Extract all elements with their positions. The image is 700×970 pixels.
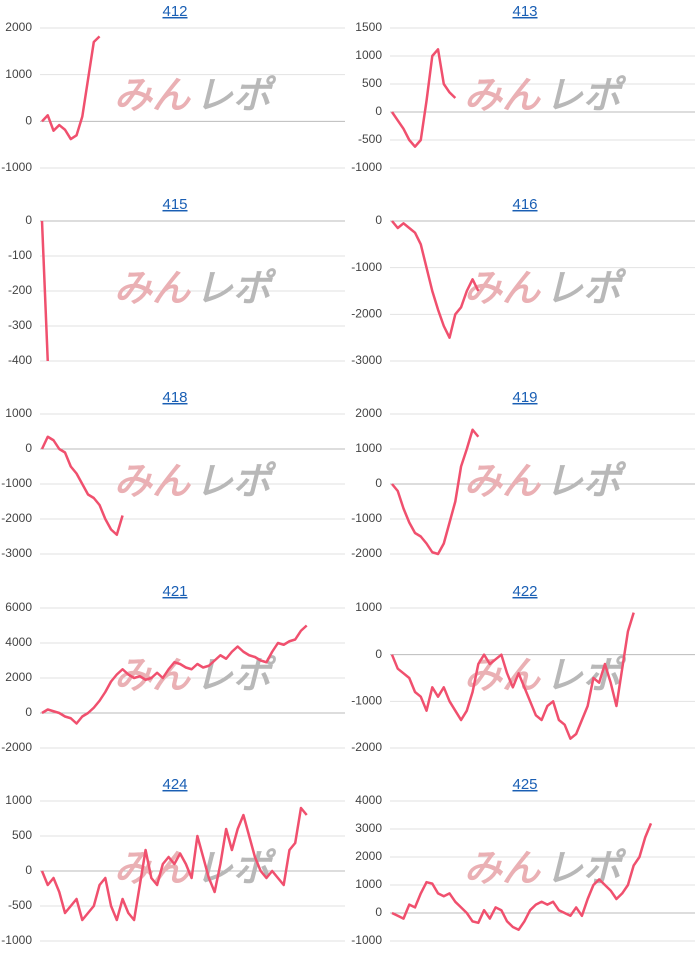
chart-title[interactable]: 424 [162, 776, 187, 793]
y-tick-label: -1000 [351, 260, 382, 274]
y-tick-label: 500 [362, 76, 382, 90]
chart: 415 -400 -300 -200 -100 0 みん レポ [8, 196, 345, 367]
y-tick-label: 1000 [5, 67, 32, 81]
y-tick-label: 2000 [355, 849, 382, 863]
data-line [391, 822, 653, 932]
y-tick-label: -1000 [351, 933, 382, 947]
y-tick-label: -500 [8, 898, 32, 912]
y-tick-label: 6000 [5, 600, 32, 614]
watermark: レポ [195, 461, 277, 503]
y-tick-label: 1000 [355, 48, 382, 62]
data-line [391, 428, 480, 556]
y-tick-label: 4000 [5, 635, 32, 649]
y-tick-label: 0 [25, 863, 32, 877]
y-tick-label: -1000 [351, 694, 382, 708]
data-line [390, 612, 635, 740]
y-tick-label: -2000 [351, 307, 382, 321]
y-tick-label: 1000 [5, 406, 32, 420]
y-tick-label: 3000 [355, 821, 382, 835]
y-tick-label: -1000 [1, 160, 32, 174]
chart-title[interactable]: 418 [162, 389, 187, 406]
y-tick-label: -1000 [1, 933, 32, 947]
y-tick-label: 0 [375, 647, 382, 661]
watermark: レポ [545, 461, 627, 503]
y-tick-label: 1500 [355, 20, 382, 34]
y-tick-label: 1000 [355, 441, 382, 455]
watermark: みん [464, 461, 541, 503]
y-tick-label: 0 [375, 476, 382, 490]
data-line [41, 35, 101, 141]
watermark: みん [114, 75, 191, 117]
chart-title[interactable]: 413 [512, 3, 537, 20]
y-tick-label: 0 [25, 705, 32, 719]
y-tick-label: 4000 [355, 793, 382, 807]
watermark: みん [114, 461, 191, 503]
watermark: レポ [195, 848, 277, 890]
y-tick-label: 1000 [355, 877, 382, 891]
chart-title[interactable]: 422 [512, 583, 537, 600]
chart: 425 -1000 0 1000 2000 3000 4000 みん レポ [351, 776, 695, 947]
chart-title[interactable]: 419 [512, 389, 537, 406]
watermark: みん [464, 75, 541, 117]
watermark: レポ [545, 268, 627, 310]
chart: 412 -1000 0 1000 2000 みん レポ [1, 3, 345, 174]
y-tick-label: -2000 [351, 740, 382, 754]
y-tick-label: -2000 [351, 546, 382, 560]
watermark: みん [114, 268, 191, 310]
y-tick-label: -2000 [1, 740, 32, 754]
watermark: レポ [545, 848, 627, 890]
y-tick-label: 0 [375, 905, 382, 919]
watermark: レポ [545, 655, 627, 697]
watermark: みん [464, 848, 541, 890]
y-tick-label: -300 [8, 318, 32, 332]
chart: 416 -3000 -2000 -1000 0 みん レポ [351, 196, 695, 367]
chart-title[interactable]: 425 [512, 776, 537, 793]
y-tick-label: -500 [358, 132, 382, 146]
y-tick-label: -3000 [351, 353, 382, 367]
y-tick-label: 500 [12, 828, 32, 842]
chart: 418 -3000 -2000 -1000 0 1000 みん レポ [1, 389, 345, 560]
y-tick-label: 2000 [5, 670, 32, 684]
chart: 419 -2000 -1000 0 1000 2000 みん レポ [351, 389, 695, 560]
y-tick-label: -200 [8, 283, 32, 297]
data-line [40, 806, 308, 922]
data-line [40, 435, 124, 536]
y-tick-label: -1000 [351, 511, 382, 525]
watermark: みん [464, 268, 541, 310]
y-tick-label: -100 [8, 248, 32, 262]
watermark: レポ [545, 75, 627, 117]
y-tick-label: -2000 [1, 511, 32, 525]
watermark: レポ [195, 268, 277, 310]
data-line [390, 48, 457, 148]
data-line [41, 624, 308, 725]
y-tick-label: -1000 [1, 476, 32, 490]
y-tick-label: 0 [25, 441, 32, 455]
y-tick-label: 0 [375, 104, 382, 118]
y-tick-label: 0 [375, 213, 382, 227]
y-tick-label: 2000 [5, 20, 32, 34]
chart-title[interactable]: 412 [162, 3, 187, 20]
data-line [40, 220, 50, 362]
chart-title[interactable]: 415 [162, 196, 187, 213]
chart-title[interactable]: 421 [162, 583, 187, 600]
watermark: レポ [195, 75, 277, 117]
y-tick-label: 0 [25, 114, 32, 128]
data-line [391, 220, 480, 339]
y-tick-label: -400 [8, 353, 32, 367]
y-tick-label: 2000 [355, 406, 382, 420]
y-tick-label: 0 [25, 213, 32, 227]
y-tick-label: -3000 [1, 546, 32, 560]
y-tick-label: -1000 [351, 160, 382, 174]
chart-title[interactable]: 416 [512, 196, 537, 213]
y-tick-label: 1000 [5, 793, 32, 807]
y-tick-label: 1000 [355, 600, 382, 614]
chart: 413 -1000 -500 0 500 1000 1500 みん レポ [351, 3, 695, 174]
